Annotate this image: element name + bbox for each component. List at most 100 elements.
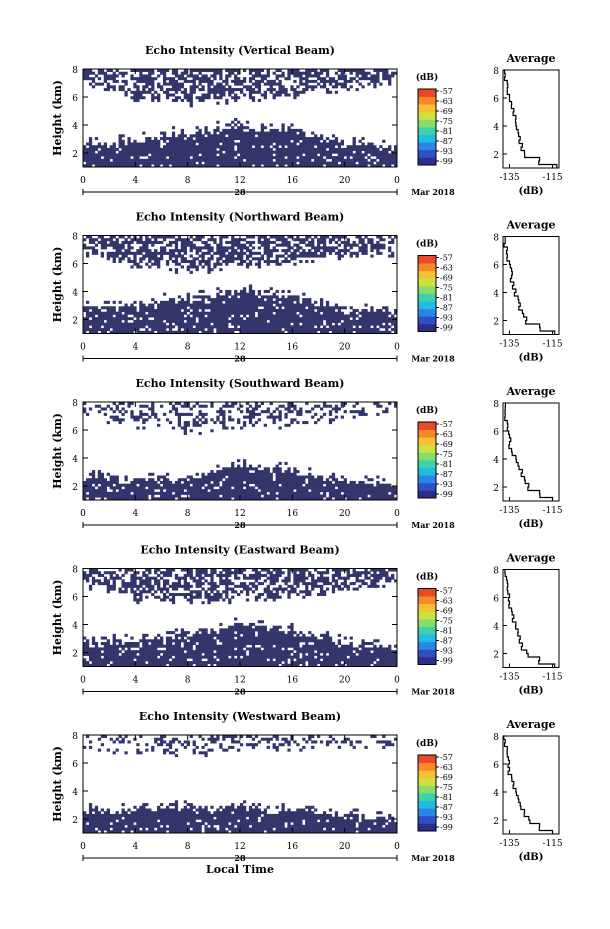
echo-cell bbox=[225, 142, 229, 146]
echo-cell bbox=[260, 480, 264, 484]
echo-cell bbox=[151, 407, 155, 411]
echo-cell bbox=[151, 303, 155, 307]
echo-cell bbox=[305, 251, 309, 255]
echo-cell bbox=[314, 317, 318, 321]
echo-cell bbox=[213, 483, 217, 487]
echo-cell bbox=[100, 238, 105, 242]
echo-cell bbox=[97, 71, 102, 75]
echo-cell bbox=[186, 303, 190, 307]
echo-cell bbox=[394, 145, 398, 149]
echo-cell bbox=[302, 137, 306, 141]
echo-cell bbox=[260, 489, 264, 493]
echo-cell bbox=[293, 251, 297, 255]
echo-cell bbox=[325, 142, 330, 146]
echo-cell bbox=[145, 317, 149, 321]
echo-cell bbox=[177, 145, 182, 149]
echo-cell bbox=[112, 491, 116, 495]
echo-cell bbox=[133, 322, 137, 326]
echo-cell bbox=[213, 134, 217, 138]
echo-cell bbox=[228, 328, 232, 332]
echo-cell bbox=[130, 497, 134, 501]
echo-cell bbox=[284, 147, 288, 151]
echo-cell bbox=[331, 309, 336, 313]
echo-cell bbox=[319, 497, 324, 501]
echo-cell bbox=[195, 145, 199, 149]
echo-cell bbox=[263, 153, 267, 157]
echo-cell bbox=[257, 494, 262, 498]
echo-cell bbox=[162, 322, 167, 326]
echo-cell bbox=[103, 494, 107, 498]
echo-cell bbox=[85, 494, 90, 498]
echo-cell bbox=[240, 497, 244, 501]
echo-cell bbox=[201, 145, 205, 149]
echo-cell bbox=[213, 472, 217, 476]
echo-cell bbox=[234, 489, 238, 493]
echo-cell bbox=[269, 251, 273, 255]
echo-cell bbox=[376, 404, 380, 408]
echo-cell bbox=[237, 69, 241, 73]
echo-cell bbox=[216, 260, 220, 264]
echo-cell bbox=[210, 268, 214, 272]
echo-cell bbox=[228, 90, 232, 94]
echo-cell bbox=[305, 309, 309, 313]
echo-cell bbox=[388, 311, 392, 315]
echo-cell bbox=[195, 480, 199, 484]
echo-cell bbox=[370, 240, 374, 244]
echo-cell bbox=[299, 246, 303, 250]
echo-cell bbox=[272, 71, 276, 75]
echo-cell bbox=[142, 158, 146, 162]
echo-cell bbox=[142, 319, 146, 323]
echo-cell bbox=[112, 330, 116, 334]
echo-cell bbox=[145, 494, 149, 498]
echo-cell bbox=[311, 153, 315, 157]
echo-cell bbox=[263, 295, 267, 299]
echo-cell bbox=[174, 150, 179, 154]
echo-cell bbox=[343, 77, 347, 81]
echo-cell bbox=[328, 322, 333, 326]
echo-cell bbox=[91, 79, 96, 83]
echo-cell bbox=[118, 421, 122, 425]
echo-cell bbox=[160, 319, 164, 323]
echo-cell bbox=[334, 404, 339, 408]
echo-cell bbox=[145, 251, 149, 255]
echo-cell bbox=[231, 475, 235, 479]
echo-cell bbox=[281, 161, 285, 165]
echo-cell bbox=[346, 483, 350, 487]
echo-cell bbox=[228, 134, 232, 138]
echo-cell bbox=[263, 156, 267, 160]
heatmap-cells bbox=[83, 235, 398, 334]
echo-cell bbox=[139, 158, 143, 162]
echo-cell bbox=[237, 88, 241, 92]
echo-cell bbox=[328, 161, 333, 165]
echo-cell bbox=[337, 142, 342, 146]
echo-cell bbox=[260, 328, 264, 332]
echo-cell bbox=[287, 423, 291, 427]
echo-cell bbox=[219, 161, 223, 165]
echo-cell bbox=[174, 139, 179, 143]
echo-cell bbox=[124, 322, 128, 326]
echo-cell bbox=[118, 491, 122, 495]
echo-cell bbox=[91, 85, 96, 89]
echo-cell bbox=[100, 311, 105, 315]
echo-cell bbox=[124, 311, 128, 315]
echo-cell bbox=[189, 147, 193, 151]
echo-cell bbox=[314, 330, 318, 334]
echo-cell bbox=[334, 161, 339, 165]
echo-cell bbox=[305, 147, 309, 151]
echo-cell bbox=[94, 319, 99, 323]
echo-cell bbox=[151, 497, 155, 501]
echo-cell bbox=[231, 470, 235, 474]
echo-cell bbox=[91, 636, 96, 640]
echo-cell bbox=[308, 314, 312, 318]
echo-cell bbox=[245, 240, 250, 244]
echo-cell bbox=[177, 134, 182, 138]
echo-cell bbox=[216, 128, 220, 132]
echo-cell bbox=[254, 82, 259, 86]
echo-cell bbox=[118, 306, 122, 310]
echo-cell bbox=[296, 238, 300, 242]
echo-cell bbox=[296, 150, 300, 154]
echo-cell bbox=[115, 325, 119, 329]
echo-cell bbox=[174, 82, 179, 86]
echo-cell bbox=[112, 325, 116, 329]
echo-cell bbox=[198, 254, 202, 258]
